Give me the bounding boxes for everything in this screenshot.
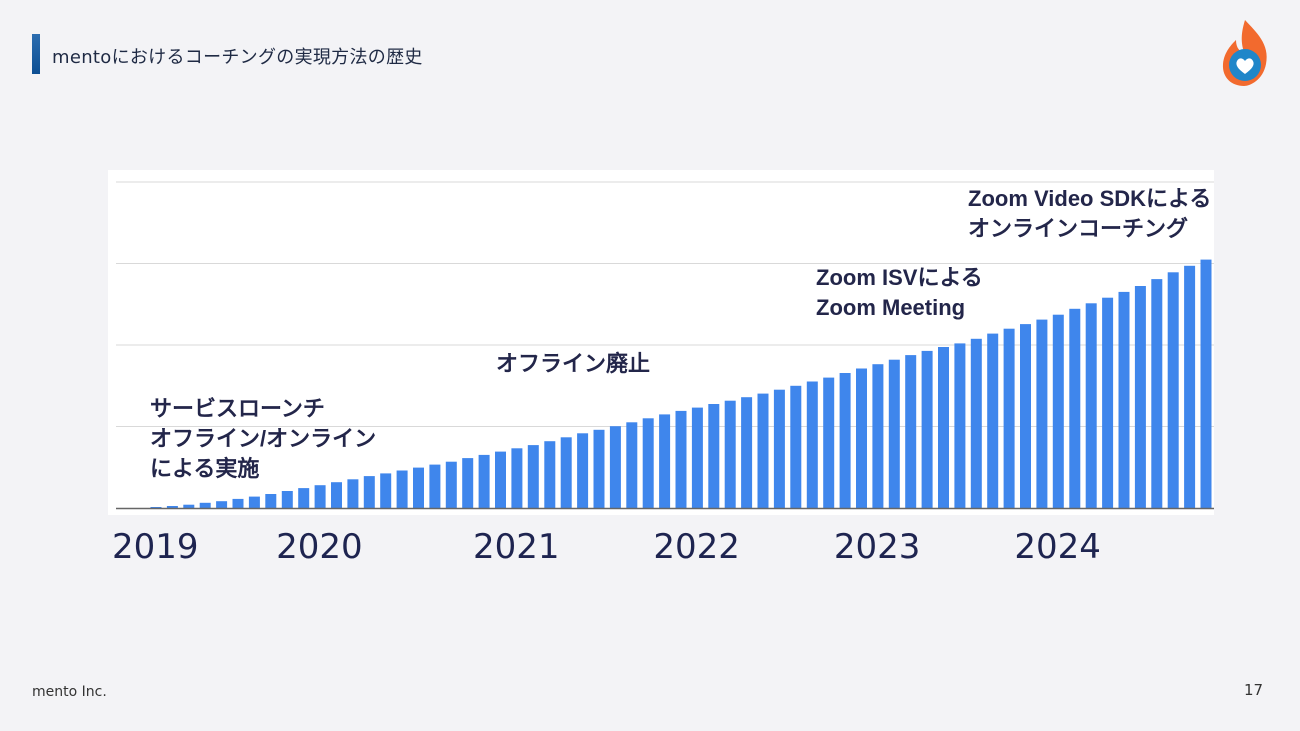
bar — [577, 433, 589, 508]
bar — [511, 448, 523, 508]
bar — [347, 479, 359, 508]
bar — [331, 482, 342, 508]
bar — [675, 410, 687, 508]
bar — [544, 441, 556, 508]
x-tick-label: 2021 — [472, 527, 560, 567]
bar — [1151, 279, 1163, 508]
bar — [298, 488, 310, 508]
bar — [626, 422, 638, 508]
x-tick-label: 2022 — [653, 527, 740, 567]
slide-title: mentoにおけるコーチングの実現方法の歴史 — [52, 47, 423, 68]
bar — [1003, 328, 1015, 508]
bar — [232, 498, 244, 508]
title-accent-bar — [32, 34, 40, 74]
bar-chart — [116, 181, 1214, 510]
x-tick-label: 2023 — [833, 527, 921, 567]
bar — [921, 350, 933, 508]
bar — [478, 454, 490, 508]
bar — [462, 458, 474, 508]
bar — [363, 476, 375, 508]
bar — [248, 496, 260, 508]
bar — [724, 400, 736, 508]
bar — [150, 507, 162, 508]
x-tick-label: 2020 — [276, 527, 363, 567]
bar — [790, 385, 802, 509]
bar — [314, 485, 326, 508]
bar — [938, 347, 949, 508]
bar — [642, 418, 654, 508]
bar — [527, 445, 539, 508]
bar — [413, 467, 424, 508]
flame-heart-icon — [1222, 20, 1267, 86]
page-number: 17 — [1244, 681, 1264, 699]
bar — [445, 461, 457, 508]
bar — [380, 473, 392, 508]
bar — [166, 506, 178, 508]
bar — [396, 470, 408, 508]
bar — [905, 355, 917, 508]
annotation-zoom-isv: Zoom ISVによる Zoom Meeting — [816, 265, 983, 320]
bar — [1184, 265, 1196, 508]
bar — [872, 364, 884, 508]
x-tick-label: 2019 — [112, 527, 199, 567]
bar — [1020, 324, 1031, 508]
bar — [265, 494, 277, 508]
bar — [954, 343, 966, 508]
bar — [839, 373, 851, 508]
bar — [708, 404, 720, 508]
chart-panel — [108, 170, 1214, 515]
bar — [216, 501, 228, 508]
bar — [806, 381, 818, 508]
bar — [560, 437, 572, 508]
bar — [970, 338, 982, 508]
bar — [281, 491, 293, 508]
bar — [593, 429, 605, 508]
footer-company: mento Inc. — [32, 684, 107, 700]
bar — [856, 368, 867, 508]
bar — [823, 377, 835, 508]
bar — [741, 397, 753, 508]
bar — [1118, 291, 1130, 508]
bar — [1200, 259, 1212, 508]
bar — [1102, 297, 1114, 508]
bar — [987, 333, 999, 508]
bar — [609, 426, 621, 508]
bar — [1036, 319, 1048, 508]
annotation-service-launch: サービスローンチ オフライン/オンライン による実施 — [150, 396, 377, 481]
bar — [757, 393, 769, 508]
bar — [1069, 308, 1081, 508]
bar — [429, 464, 441, 508]
bar — [659, 414, 671, 508]
bar — [1052, 314, 1064, 508]
bar — [1085, 303, 1097, 508]
bar — [888, 359, 900, 508]
bar — [773, 389, 785, 508]
bar — [199, 502, 211, 508]
annotation-zoom-video-sdk: Zoom Video SDKによる オンラインコーチング — [968, 186, 1212, 241]
bar — [691, 407, 703, 508]
annotation-offline-ended: オフライン廃止 — [496, 351, 651, 376]
x-tick-label: 2024 — [1014, 527, 1101, 567]
bar — [495, 451, 506, 508]
bar — [1134, 286, 1146, 508]
bar — [183, 504, 195, 508]
bar — [1167, 272, 1179, 508]
